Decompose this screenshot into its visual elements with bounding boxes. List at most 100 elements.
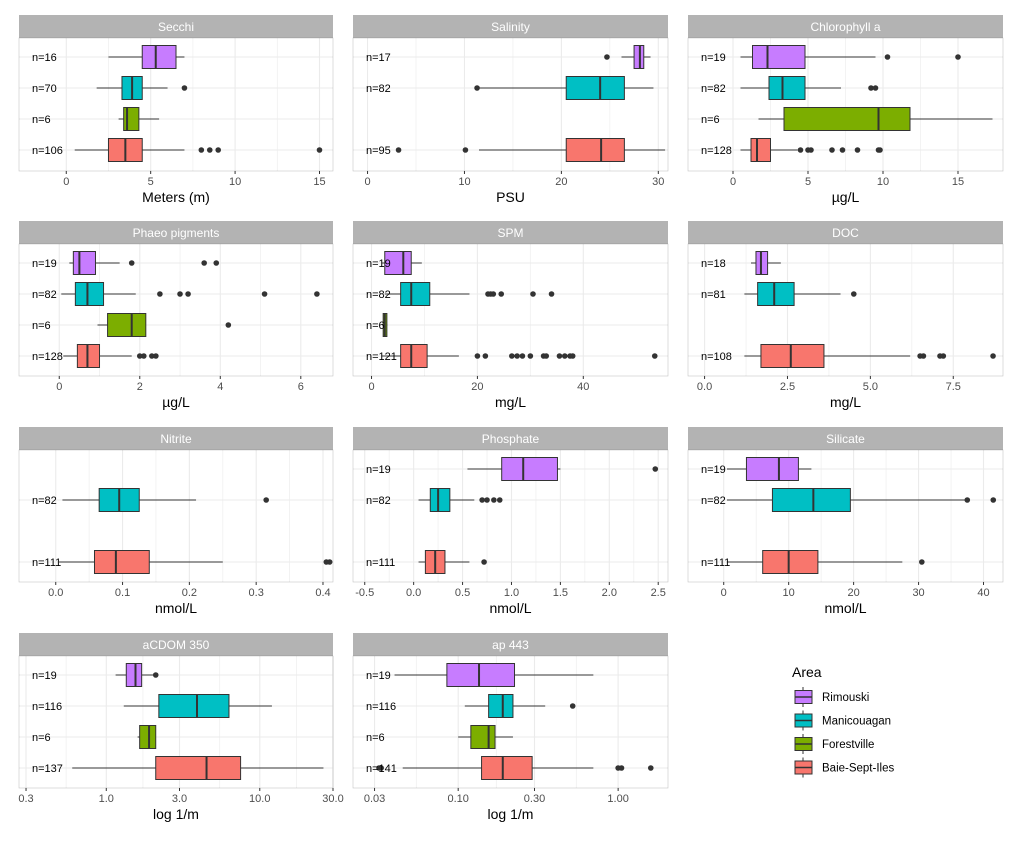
outlier-point [797,147,804,153]
panel-spm: SPM 0 20 40 n=19 n=82 n=6 n=121 mg/L [352,221,669,410]
legend-item-forestville: Forestville [794,734,874,754]
outlier-point [225,322,232,328]
n-label: n=82 [701,495,726,507]
boxplot-rimouski: n=17 [366,45,651,69]
facet-strip [353,427,668,450]
facet-strip [353,221,668,244]
boxplot-forestville: n=6 [32,107,160,131]
outlier-point [177,291,183,297]
outlier-point [652,466,659,472]
outlier-point [548,291,555,297]
outlier-point [484,497,490,503]
plot-border [18,655,334,789]
boxplot-manicouagan: n=116 [32,694,272,718]
outlier-point [479,497,485,503]
outlier-point [314,291,320,297]
x-tick-label: 20 [555,176,567,188]
n-label: n=70 [32,83,57,95]
facet-title: ap 443 [492,638,529,652]
iqr-box [123,107,140,131]
n-label: n=121 [366,351,397,363]
x-tick-label: 5.0 [863,381,878,393]
n-label: n=128 [32,351,63,363]
x-tick-label: 1.0 [99,793,114,805]
x-tick-label: 5 [805,176,811,188]
facet-title: Chlorophyll a [810,20,880,34]
x-tick-label: 2.5 [651,587,666,599]
plot-background [688,244,1003,376]
outlier-point [509,353,515,359]
x-tick-label: 10 [877,176,889,188]
x-tick-label: 30 [652,176,664,188]
outlier-point [854,147,861,153]
x-axis-title: log 1/m [488,806,534,822]
x-axis-title: Meters (m) [142,189,210,205]
outlier-point [569,703,576,709]
n-label: n=19 [366,670,391,682]
outlier-point [378,765,384,771]
outlier-point [514,353,520,359]
outlier-point [491,497,497,503]
plot-border [352,449,669,583]
panel-silicate: Silicate 0 10 20 30 40 n=19 n=82 n=111 nmol/L [687,427,1004,616]
n-label: n=19 [366,258,391,270]
boxplot-manicouagan: n=70 [32,76,188,100]
iqr-box [72,251,96,275]
x-tick-label: 7.5 [946,381,961,393]
iqr-box [752,45,806,69]
plot-border [18,449,334,583]
iqr-box [93,550,150,574]
n-label: n=18 [701,258,726,270]
outlier-point [872,85,879,91]
outlier-point [543,353,550,359]
iqr-box [501,457,558,481]
outlier-point [198,147,205,153]
boxplot-manicouagan: n=82 [701,76,879,100]
boxplot-manicouagan: n=81 [701,282,857,306]
boxplot-rimouski: n=19 [366,663,594,687]
outlier-point [647,765,654,771]
x-tick-label: 0.03 [364,793,385,805]
x-tick-label: 6 [298,381,304,393]
x-tick-label: 0.0 [697,381,712,393]
outlier-point [940,353,947,359]
iqr-box [760,344,825,368]
legend-item-manicouagan: Manicouagan [794,710,891,731]
outlier-point [482,353,489,359]
iqr-box [762,550,819,574]
outlier-point [884,54,891,60]
x-tick-label: 40 [977,587,989,599]
outlier-point [326,559,333,565]
outlier-point [569,353,576,359]
x-tick-label: 0.0 [48,587,63,599]
boxplot-manicouagan: n=82 [32,488,269,512]
x-tick-label: 0.5 [455,587,470,599]
facet-title: Phosphate [482,432,540,446]
x-tick-label: 2.0 [602,587,617,599]
outlier-point [395,147,402,153]
panel-ap-443: ap 443 0.03 0.10 0.30 1.00 n=19 n=116 n=6 n=141 l… [352,633,669,822]
facet-title: Silicate [826,432,865,446]
x-axis-title: log 1/m [153,806,199,822]
n-label: n=141 [366,763,397,775]
facet-strip [19,15,333,38]
facet-title: Nitrite [160,432,192,446]
outlier-point [919,559,925,565]
x-tick-label: 2 [137,381,143,393]
n-label: n=116 [32,701,62,713]
facet-strip [688,15,1003,38]
outlier-point [215,147,222,153]
panel-salinity: Salinity 0 10 20 30 n=17 n=82 n=95 PSU [352,15,669,205]
x-tick-label: 15 [952,176,964,188]
boxplot-forestville: n=6 [701,107,993,131]
iqr-box [141,45,177,69]
outlier-point [157,291,163,297]
outlier-point [149,353,155,359]
facet-strip [19,633,333,656]
boxplot-manicouagan: n=82 [366,76,654,100]
facet-title: DOC [832,226,859,240]
outlier-point [152,672,159,678]
n-label: n=19 [32,258,57,270]
outlier-point [201,260,207,266]
